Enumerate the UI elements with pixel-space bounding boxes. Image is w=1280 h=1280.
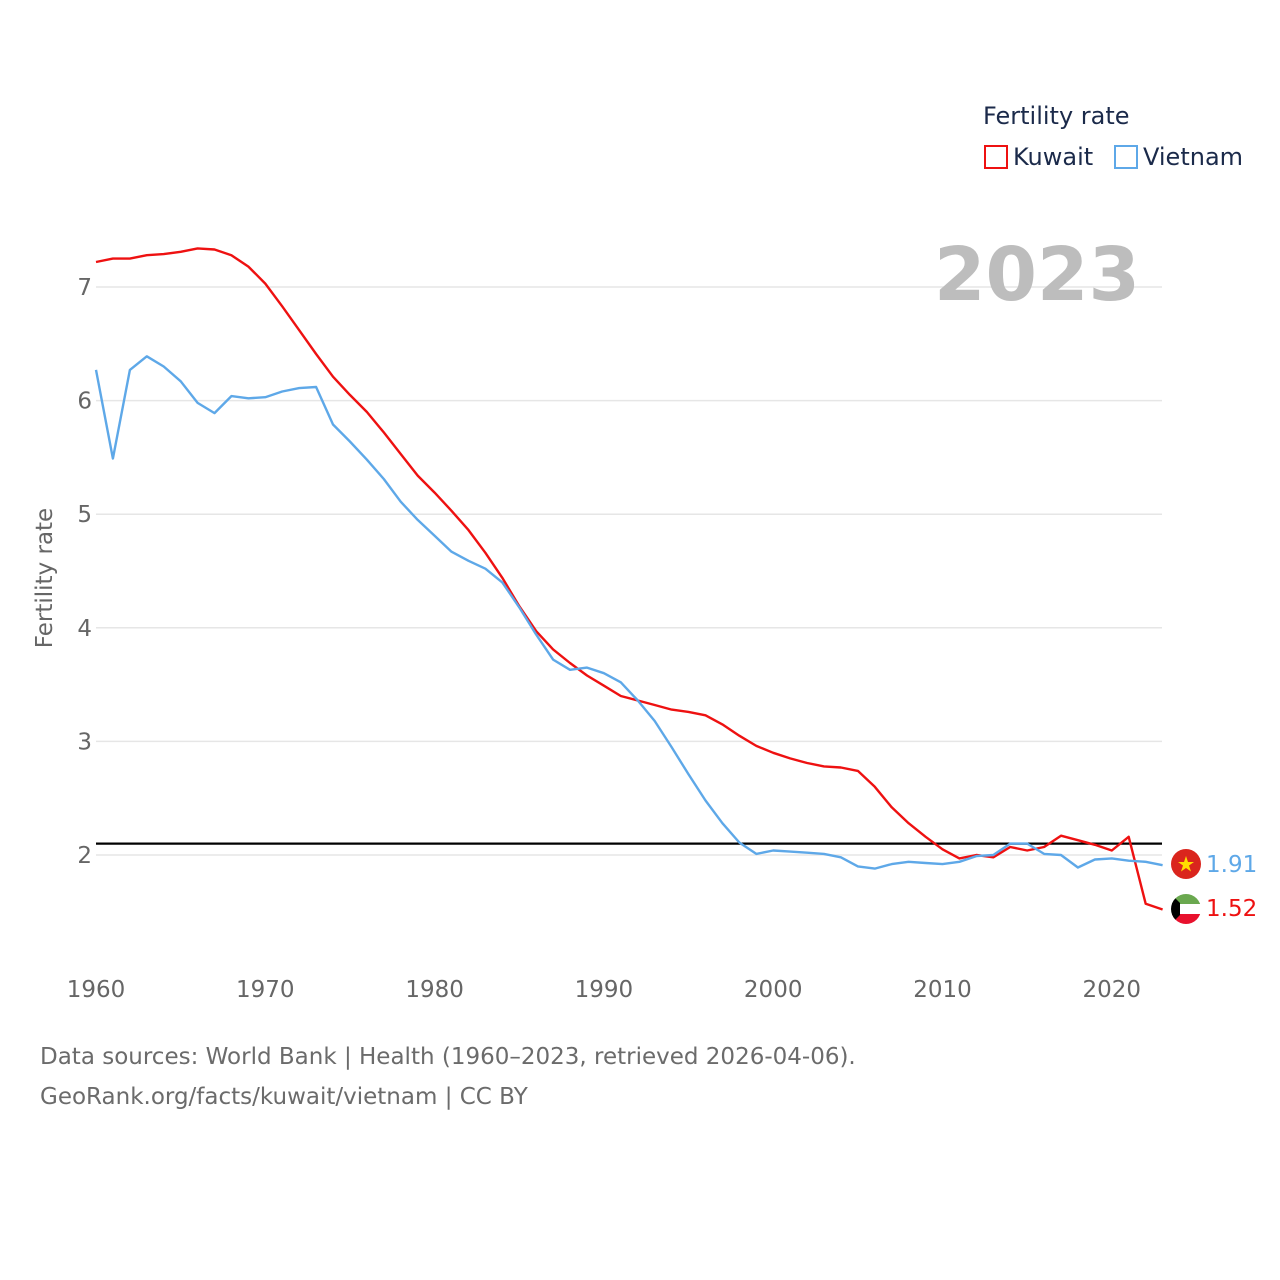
y-axis-ticks: 2 3 4 5 6 7: [77, 275, 92, 869]
gridlines: [96, 286, 1162, 856]
end-value-kuwait: 1.52: [1206, 896, 1257, 922]
legend-label-vietnam: Vietnam: [1143, 143, 1243, 171]
vietnam-flag-icon: [1171, 849, 1201, 879]
legend-item-kuwait[interactable]: Kuwait: [984, 143, 1093, 171]
legend-label-kuwait: Kuwait: [1013, 143, 1093, 171]
legend-item-vietnam[interactable]: Vietnam: [1114, 143, 1243, 171]
legend-swatch-kuwait: [984, 145, 1008, 169]
end-value-vietnam: 1.91: [1206, 852, 1257, 878]
y-tick-label: 5: [77, 502, 92, 528]
x-tick-label: 1970: [236, 977, 295, 1003]
y-tick-label: 6: [77, 389, 92, 415]
x-axis-ticks: 1960 1970 1980 1990 2000 2010 2020: [67, 977, 1141, 1003]
legend-title: Fertility rate: [983, 102, 1130, 130]
series-line-kuwait: [95, 247, 1163, 911]
source-line-2[interactable]: GeoRank.org/facts/kuwait/vietnam | CC BY: [40, 1084, 528, 1110]
kuwait-flag-icon: [1171, 894, 1201, 924]
y-tick-label: 2: [77, 843, 92, 869]
legend-swatch-vietnam: [1114, 145, 1138, 169]
series-line-vietnam: [94, 355, 1163, 870]
x-tick-label: 1960: [67, 977, 126, 1003]
y-tick-label: 7: [77, 275, 92, 301]
series-lines: [94, 247, 1163, 911]
current-year-display: 2023: [934, 232, 1140, 318]
x-tick-label: 1990: [575, 977, 634, 1003]
x-tick-label: 2010: [913, 977, 972, 1003]
legend: Fertility rate Kuwait Vietnam: [983, 102, 1243, 171]
y-tick-label: 4: [77, 616, 92, 642]
x-tick-label: 1980: [405, 977, 464, 1003]
y-tick-label: 3: [77, 729, 92, 755]
x-tick-label: 2000: [744, 977, 803, 1003]
y-axis-title: Fertility rate: [32, 508, 58, 648]
source-line-1: Data sources: World Bank | Health (1960–…: [40, 1044, 856, 1070]
x-tick-label: 2020: [1083, 977, 1142, 1003]
